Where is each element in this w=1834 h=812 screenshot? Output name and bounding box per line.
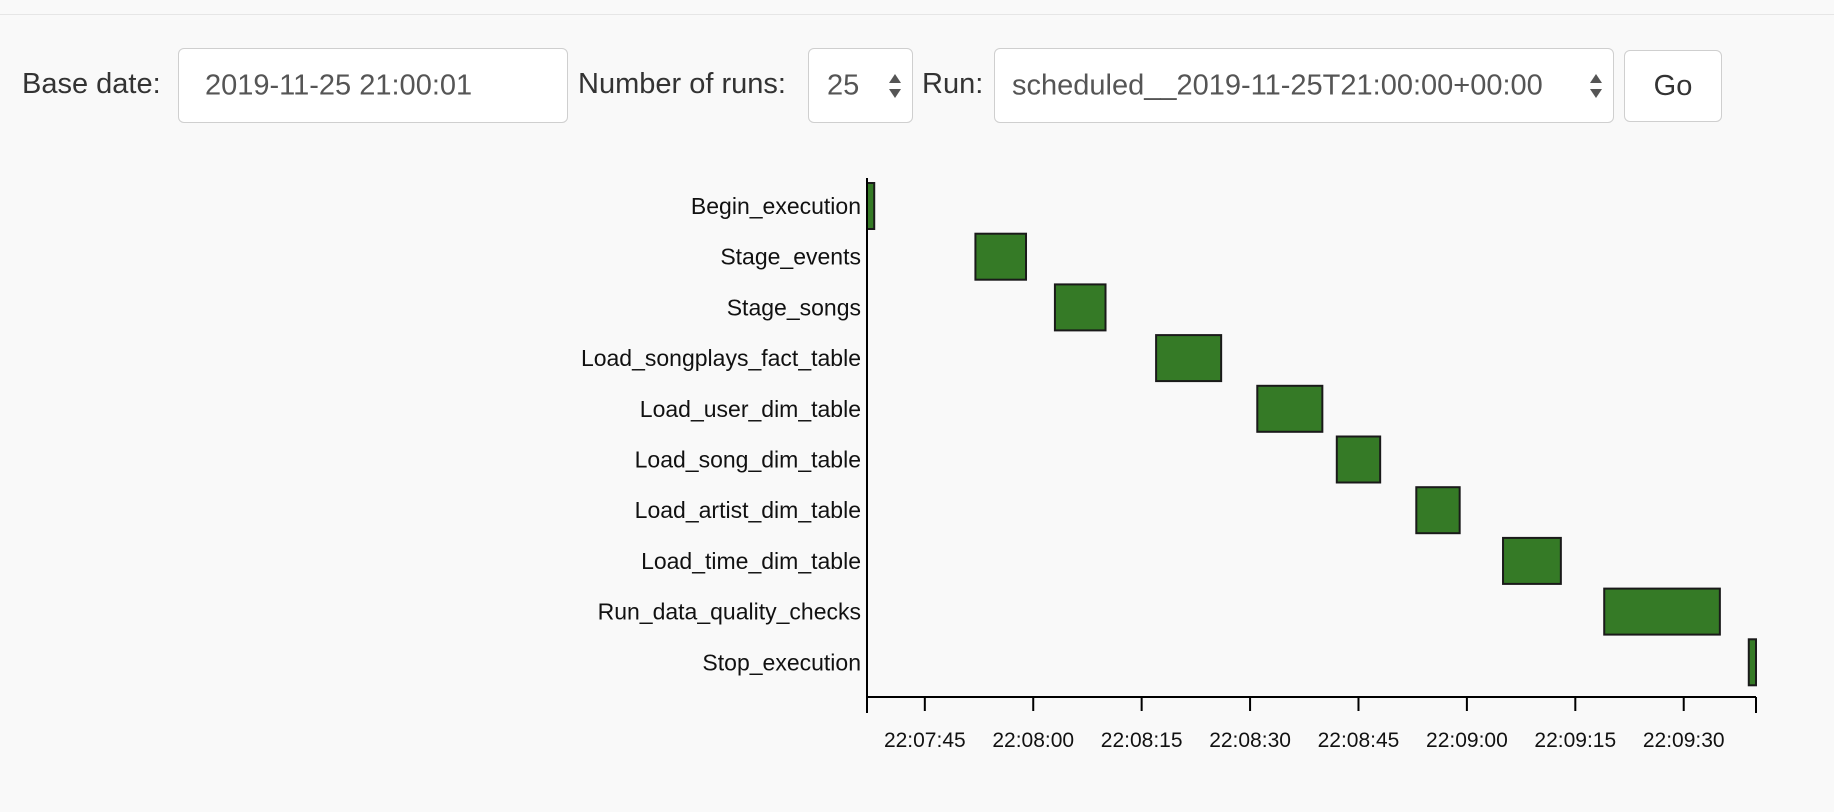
task-bar[interactable]: [1335, 435, 1382, 484]
task-label: Stop_execution: [702, 649, 861, 675]
num-runs-select[interactable]: 25: [808, 48, 913, 123]
select-arrows-icon: [889, 73, 901, 98]
task-bar[interactable]: [1747, 638, 1757, 687]
time-axis: 22:07:45 22:08:00 22:08:15 22:08:30 22:08:45…: [866, 178, 1757, 752]
task-bar[interactable]: [1603, 587, 1721, 636]
select-arrows-icon: [1590, 73, 1602, 98]
task-label: Load_song_dim_table: [635, 447, 861, 473]
task-label: Run_data_quality_checks: [598, 599, 861, 625]
num-runs-label: Number of runs:: [578, 68, 786, 100]
base-date-label: Base date:: [22, 68, 161, 100]
task-bar[interactable]: [1155, 334, 1223, 383]
task-label: Begin_execution: [691, 193, 861, 219]
run-select[interactable]: scheduled__2019-11-25T21:00:00+00:00: [994, 48, 1614, 123]
base-date-value: 2019-11-25 21:00:01: [205, 69, 473, 101]
task-bar[interactable]: [1415, 486, 1461, 535]
task-label-group: Begin_execution Stage_events Stage_songs Lo…: [581, 193, 861, 675]
gantt-controls-form: Base date: 2019-11-25 21:00:01 Number of…: [0, 0, 1834, 130]
x-tick-label: 22:07:45: [884, 729, 966, 752]
x-tick-label: 22:08:45: [1318, 729, 1400, 752]
task-bar-group: [866, 182, 1757, 687]
x-tick-label: 22:08:00: [992, 729, 1074, 752]
task-bar[interactable]: [974, 232, 1028, 281]
task-bar[interactable]: [1502, 536, 1562, 585]
top-divider: [0, 14, 1834, 15]
task-bar[interactable]: [866, 182, 876, 230]
go-button[interactable]: Go: [1624, 50, 1722, 122]
run-label: Run:: [922, 68, 984, 100]
x-tick-label: 22:08:30: [1209, 729, 1291, 752]
task-label: Load_songplays_fact_table: [581, 345, 861, 371]
gantt-chart: Begin_execution Stage_events Stage_songs Lo…: [581, 178, 1757, 752]
task-label: Load_time_dim_table: [641, 548, 861, 574]
x-tick-label: 22:08:15: [1101, 729, 1183, 752]
task-label: Load_artist_dim_table: [635, 497, 861, 523]
num-runs-value: 25: [827, 69, 860, 101]
task-bar[interactable]: [1053, 283, 1107, 332]
run-value: scheduled__2019-11-25T21:00:00+00:00: [1012, 69, 1543, 101]
x-tick-label: 22:09:15: [1534, 729, 1616, 752]
x-tick-label: 22:09:00: [1426, 729, 1508, 752]
base-date-input[interactable]: 2019-11-25 21:00:01: [178, 48, 568, 123]
x-tick-label: 22:09:30: [1643, 729, 1725, 752]
task-label: Stage_songs: [727, 294, 861, 320]
task-label: Stage_events: [720, 244, 861, 270]
task-bar[interactable]: [1256, 384, 1324, 433]
task-label: Load_user_dim_table: [640, 396, 861, 422]
